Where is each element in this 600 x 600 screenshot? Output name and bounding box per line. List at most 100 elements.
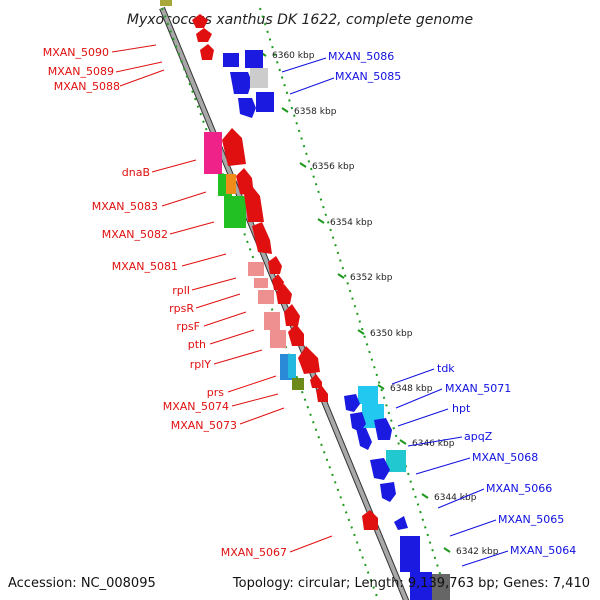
kbp-tick-mark [357, 329, 365, 335]
gene-arrow[interactable] [192, 14, 208, 28]
kbp-tick-mark [337, 273, 345, 279]
gene-arrow[interactable] [238, 98, 256, 118]
gene-arrow[interactable] [200, 44, 214, 60]
gene-label[interactable]: MXAN_5073 [171, 419, 237, 432]
kbp-tick-label: 6358 kbp [294, 107, 337, 117]
gene-block[interactable] [226, 174, 236, 194]
gene-block[interactable] [292, 378, 304, 390]
kbp-tick-label: 6350 kbp [370, 329, 413, 339]
right-leader-lines [281, 57, 509, 567]
kbp-tick-mark [299, 162, 307, 168]
gene-label[interactable]: MXAN_5068 [472, 451, 538, 464]
gene-label[interactable]: MXAN_5081 [112, 260, 178, 273]
kbp-tick-label: 6342 kbp [456, 547, 499, 557]
gene-arrow[interactable] [288, 324, 304, 346]
gene-features [160, 0, 450, 600]
kbp-tick-label: 6348 kbp [390, 384, 433, 394]
gene-label[interactable]: dnaB [122, 166, 150, 179]
gene-label[interactable]: MXAN_5086 [328, 50, 394, 63]
gene-arrow[interactable] [394, 516, 408, 530]
gene-arrow[interactable] [380, 482, 396, 502]
kbp-tick-labels: 6360 kbp 6358 kbp 6356 kbp 6354 kbp 6352 kbp… [272, 51, 499, 557]
gene-arrow[interactable] [298, 346, 320, 374]
gene-label[interactable]: prs [207, 386, 225, 399]
gene-label[interactable]: MXAN_5082 [102, 228, 168, 241]
gene-arrow[interactable] [252, 222, 272, 254]
kbp-tick-mark [421, 493, 429, 499]
gene-label[interactable]: rplY [190, 358, 212, 371]
kbp-tick-label: 6352 kbp [350, 273, 393, 283]
gene-block[interactable] [254, 278, 268, 288]
gene-arrow[interactable] [316, 386, 328, 402]
gene-label[interactable]: hpt [452, 402, 471, 415]
gene-block[interactable] [224, 196, 246, 228]
gene-arrow[interactable] [350, 412, 366, 432]
map-title: Myxococcus xanthus DK 1622, complete gen… [127, 12, 473, 28]
accession-text: Accession: NC_008095 [8, 576, 156, 591]
gene-block[interactable] [258, 290, 274, 304]
kbp-tick-mark [443, 547, 451, 553]
gene-label[interactable]: MXAN_5064 [510, 544, 576, 557]
gene-block[interactable] [270, 330, 286, 348]
gene-arrow[interactable] [362, 510, 378, 530]
gene-label[interactable]: tdk [437, 362, 455, 375]
gene-label[interactable]: MXAN_5083 [92, 200, 158, 213]
gene-label[interactable]: rpsF [176, 320, 200, 333]
gene-arrow[interactable] [276, 284, 292, 304]
gene-block[interactable] [245, 50, 263, 68]
gene-block[interactable] [250, 68, 268, 88]
gene-arrow[interactable] [344, 394, 360, 412]
gene-arrow[interactable] [244, 186, 264, 222]
gene-block[interactable] [264, 312, 280, 330]
gene-block[interactable] [410, 572, 432, 600]
genome-backbone [159, 6, 410, 600]
kbp-tick-label: 6360 kbp [272, 51, 315, 61]
gene-label[interactable]: MXAN_5085 [335, 70, 401, 83]
gene-block[interactable] [256, 92, 274, 112]
kbp-tick-mark [399, 439, 407, 445]
gene-block[interactable] [204, 132, 222, 174]
gene-label[interactable]: MXAN_5071 [445, 382, 511, 395]
gene-label[interactable]: apqZ [464, 430, 493, 443]
gene-label[interactable]: MXAN_5090 [43, 46, 109, 59]
kbp-tick-label: 6354 kbp [330, 218, 373, 228]
gene-block[interactable] [248, 262, 264, 276]
gene-arrow[interactable] [374, 418, 392, 440]
gene-block[interactable] [432, 574, 450, 600]
gene-label[interactable]: rpsR [169, 302, 194, 315]
gene-arrow[interactable] [222, 128, 246, 166]
forward-dotted-line [161, 7, 380, 600]
gene-arrow[interactable] [284, 304, 300, 326]
gene-label[interactable]: MXAN_5088 [54, 80, 120, 93]
gene-block[interactable] [386, 450, 406, 472]
gene-block[interactable] [358, 386, 378, 404]
gene-label[interactable]: MXAN_5066 [486, 482, 552, 495]
gene-arrow[interactable] [230, 72, 252, 94]
gene-block[interactable] [288, 354, 296, 378]
gene-block[interactable] [160, 0, 172, 6]
gene-arrow[interactable] [356, 428, 372, 450]
gene-label[interactable]: MXAN_5089 [48, 65, 114, 78]
gene-arrow[interactable] [272, 274, 284, 290]
gene-block[interactable] [223, 53, 239, 67]
gene-label[interactable]: pth [188, 338, 206, 351]
kbp-tick-label: 6344 kbp [434, 493, 477, 503]
gene-arrow[interactable] [370, 458, 390, 480]
kbp-tick-mark [281, 107, 289, 113]
gene-arrow[interactable] [196, 28, 212, 42]
left-leader-lines [111, 44, 333, 553]
left-gene-labels: MXAN_5090 MXAN_5089 MXAN_5088 dnaB MXAN_5083… [43, 46, 287, 559]
kbp-tick-label: 6356 kbp [312, 162, 355, 172]
gene-label[interactable]: MXAN_5065 [498, 513, 564, 526]
gene-arrow[interactable] [310, 374, 322, 388]
gene-label[interactable]: MXAN_5074 [163, 400, 229, 413]
kbp-tick-mark [317, 218, 325, 224]
gene-arrow[interactable] [268, 256, 282, 274]
kbp-tick-mark [377, 384, 385, 390]
topology-text: Topology: circular; Length: 9,139,763 bp… [232, 576, 590, 591]
gene-label[interactable]: MXAN_5067 [221, 546, 287, 559]
gene-label[interactable]: rplI [172, 284, 190, 297]
gene-block[interactable] [400, 536, 420, 572]
